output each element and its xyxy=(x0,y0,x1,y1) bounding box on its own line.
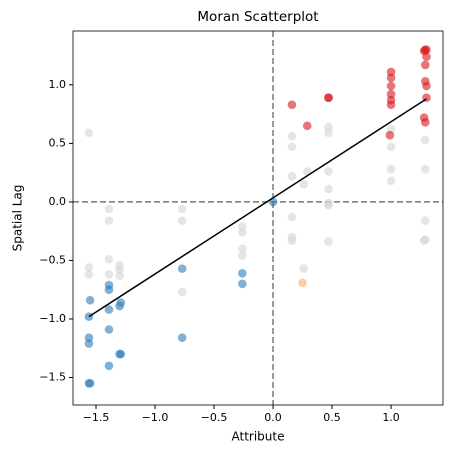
point xyxy=(420,135,430,145)
y-tick-label: 1.0 xyxy=(49,78,67,91)
point xyxy=(324,93,333,103)
point xyxy=(385,130,395,140)
point xyxy=(386,73,396,83)
point xyxy=(84,379,94,388)
point xyxy=(268,197,278,207)
point xyxy=(104,216,114,225)
x-tick-label: 1.0 xyxy=(382,411,400,424)
y-tick-label: −1.5 xyxy=(39,370,66,383)
point xyxy=(386,176,396,186)
point xyxy=(104,254,114,264)
point xyxy=(287,171,297,181)
point xyxy=(324,201,333,210)
point xyxy=(287,142,297,152)
point xyxy=(238,269,247,278)
x-tick-label: 0.5 xyxy=(323,411,341,424)
point xyxy=(177,333,187,342)
point xyxy=(324,237,333,247)
point xyxy=(115,271,124,280)
point xyxy=(104,285,114,294)
point xyxy=(177,264,187,273)
x-tick-label: 0.0 xyxy=(264,411,282,424)
point xyxy=(115,301,124,311)
point xyxy=(420,164,430,174)
point xyxy=(299,264,309,273)
point xyxy=(85,295,95,305)
point xyxy=(238,244,247,254)
point xyxy=(419,236,429,245)
point xyxy=(104,305,114,314)
chart-title: Moran Scatterplot xyxy=(197,9,318,25)
point xyxy=(420,60,430,70)
fit-line xyxy=(88,98,427,318)
y-tick-label: −0.5 xyxy=(39,253,66,266)
point xyxy=(324,128,333,138)
x-tick-label: −1.0 xyxy=(142,411,169,424)
point xyxy=(287,212,297,222)
point xyxy=(238,228,247,237)
point xyxy=(104,361,114,371)
point xyxy=(422,52,431,62)
point xyxy=(422,81,431,91)
point xyxy=(386,81,396,91)
point xyxy=(238,279,247,289)
point xyxy=(299,180,309,189)
point xyxy=(84,128,94,138)
point xyxy=(302,121,312,131)
plot-frame xyxy=(72,30,444,406)
point xyxy=(84,263,94,272)
point xyxy=(386,142,396,152)
point xyxy=(104,325,114,334)
point xyxy=(115,349,124,359)
point xyxy=(177,287,187,297)
point xyxy=(324,167,333,176)
point xyxy=(84,270,94,279)
point xyxy=(386,100,396,110)
point xyxy=(324,184,333,194)
point xyxy=(238,251,247,261)
point xyxy=(420,216,430,225)
x-axis-label: Attribute xyxy=(232,430,285,444)
point xyxy=(287,132,297,141)
y-tick-label: −1.0 xyxy=(39,312,66,325)
point xyxy=(177,204,187,214)
point xyxy=(287,236,297,245)
y-tick-label: 0.5 xyxy=(49,136,67,149)
point xyxy=(84,339,94,348)
x-tick-label: −1.5 xyxy=(83,411,110,424)
y-axis-label: Spatial Lag xyxy=(11,185,25,252)
point xyxy=(386,164,396,174)
point xyxy=(298,278,307,287)
point xyxy=(420,118,430,127)
point xyxy=(177,216,187,225)
point xyxy=(104,204,114,214)
point xyxy=(104,270,114,279)
point xyxy=(287,100,297,110)
y-tick-label: 0.0 xyxy=(49,195,67,208)
x-tick-label: −0.5 xyxy=(201,411,228,424)
